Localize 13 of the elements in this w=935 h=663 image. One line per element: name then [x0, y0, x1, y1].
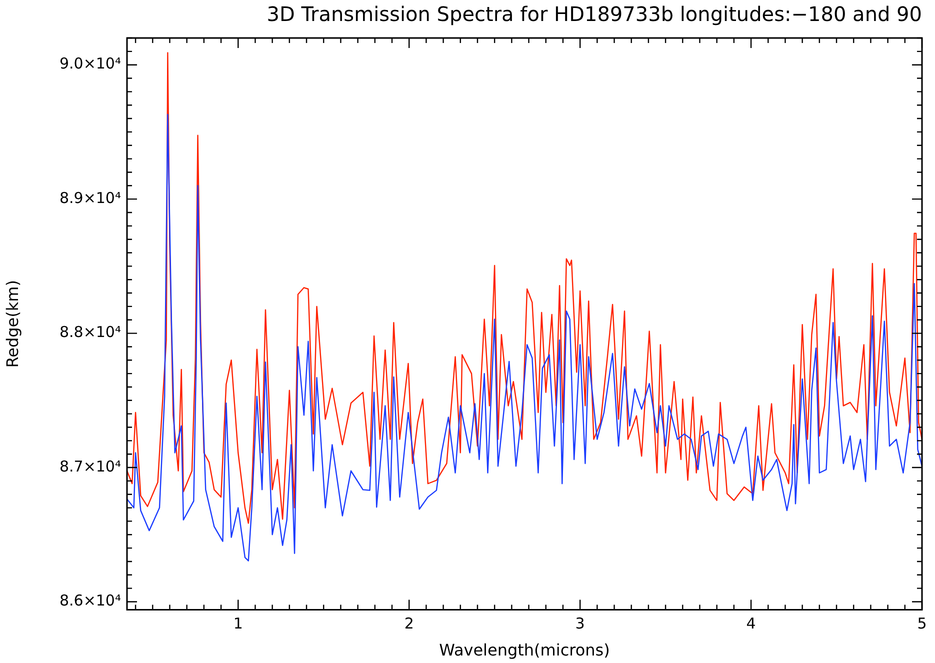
y-tick-label: 8.6×10⁴ [59, 592, 121, 610]
x-tick-label: 4 [746, 614, 756, 633]
y-tick-label: 8.9×10⁴ [59, 188, 121, 207]
x-tick-label: 5 [917, 614, 927, 633]
x-axis-title: Wavelength(microns) [439, 640, 610, 660]
y-axis-title: Redge(km) [2, 280, 22, 368]
y-tick-label: 8.7×10⁴ [59, 457, 121, 476]
x-tick-label: 2 [404, 614, 414, 633]
x-tick-label: 1 [233, 614, 243, 633]
y-tick-label: 8.8×10⁴ [59, 323, 121, 342]
x-tick-label: 3 [575, 614, 585, 633]
chart-title: 3D Transmission Spectra for HD189733b longitudes:−180 and 90 [266, 2, 922, 26]
y-tick-label: 9.0×10⁴ [59, 54, 121, 73]
